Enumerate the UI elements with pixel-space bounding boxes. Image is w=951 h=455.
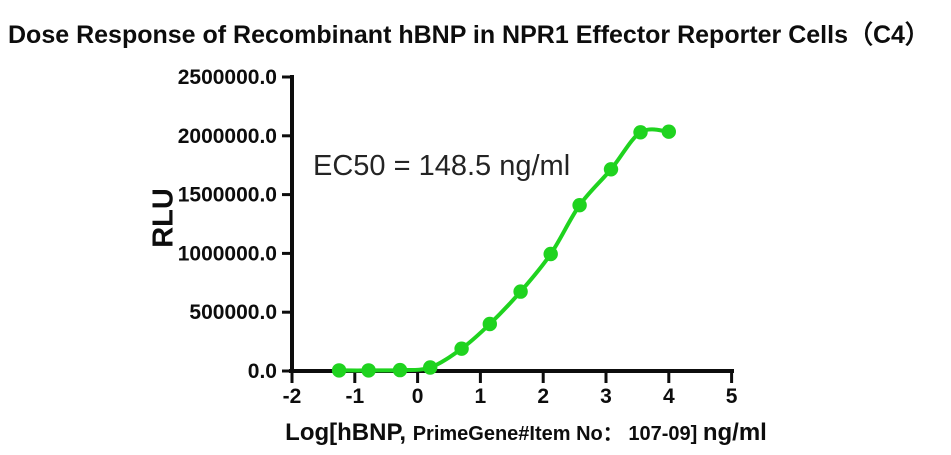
data-point [513, 284, 528, 299]
y-tick-label: 2000000.0 [178, 125, 277, 148]
x-tick-label: -1 [345, 385, 364, 408]
y-tick-label: 500000.0 [189, 301, 277, 324]
y-tick-label: 0.0 [248, 360, 277, 383]
data-point [543, 246, 558, 262]
y-tick-label: 2500000.0 [178, 66, 277, 89]
data-point [603, 162, 619, 177]
x-axis-title: Log[hBNP, PrimeGene#Item No： 107-09] ng/… [266, 417, 786, 447]
x-tick-label: 2 [537, 385, 549, 408]
x-tick-label: 3 [600, 385, 612, 408]
x-axis-title-part-3: ng/ml [702, 419, 767, 446]
x-tick-label: 1 [475, 385, 487, 408]
y-axis-title: RLU [147, 188, 180, 248]
x-tick-label: 4 [663, 385, 675, 408]
y-tick-label: 1000000.0 [178, 242, 277, 265]
x-axis-title-part-1: Log[hBNP, [285, 419, 413, 446]
x-axis-title-part-2: PrimeGene#Item No： 107-09] [412, 423, 703, 445]
data-point [633, 125, 648, 140]
x-tick-label: -2 [283, 385, 302, 408]
data-point [423, 360, 438, 375]
data-point [482, 316, 497, 332]
data-point [361, 363, 376, 378]
x-tick-label: 5 [726, 385, 738, 408]
ec50-annotation: EC50 = 148.5 ng/ml [313, 150, 571, 182]
y-tick-label: 1500000.0 [178, 184, 277, 207]
data-point [572, 198, 587, 213]
data-point [661, 124, 676, 139]
data-point [331, 363, 347, 378]
chart-title: Dose Response of Recombinant hBNP in NPR… [8, 21, 930, 49]
x-tick-label: 0 [412, 385, 424, 408]
data-point [454, 341, 469, 356]
data-point [392, 362, 408, 378]
